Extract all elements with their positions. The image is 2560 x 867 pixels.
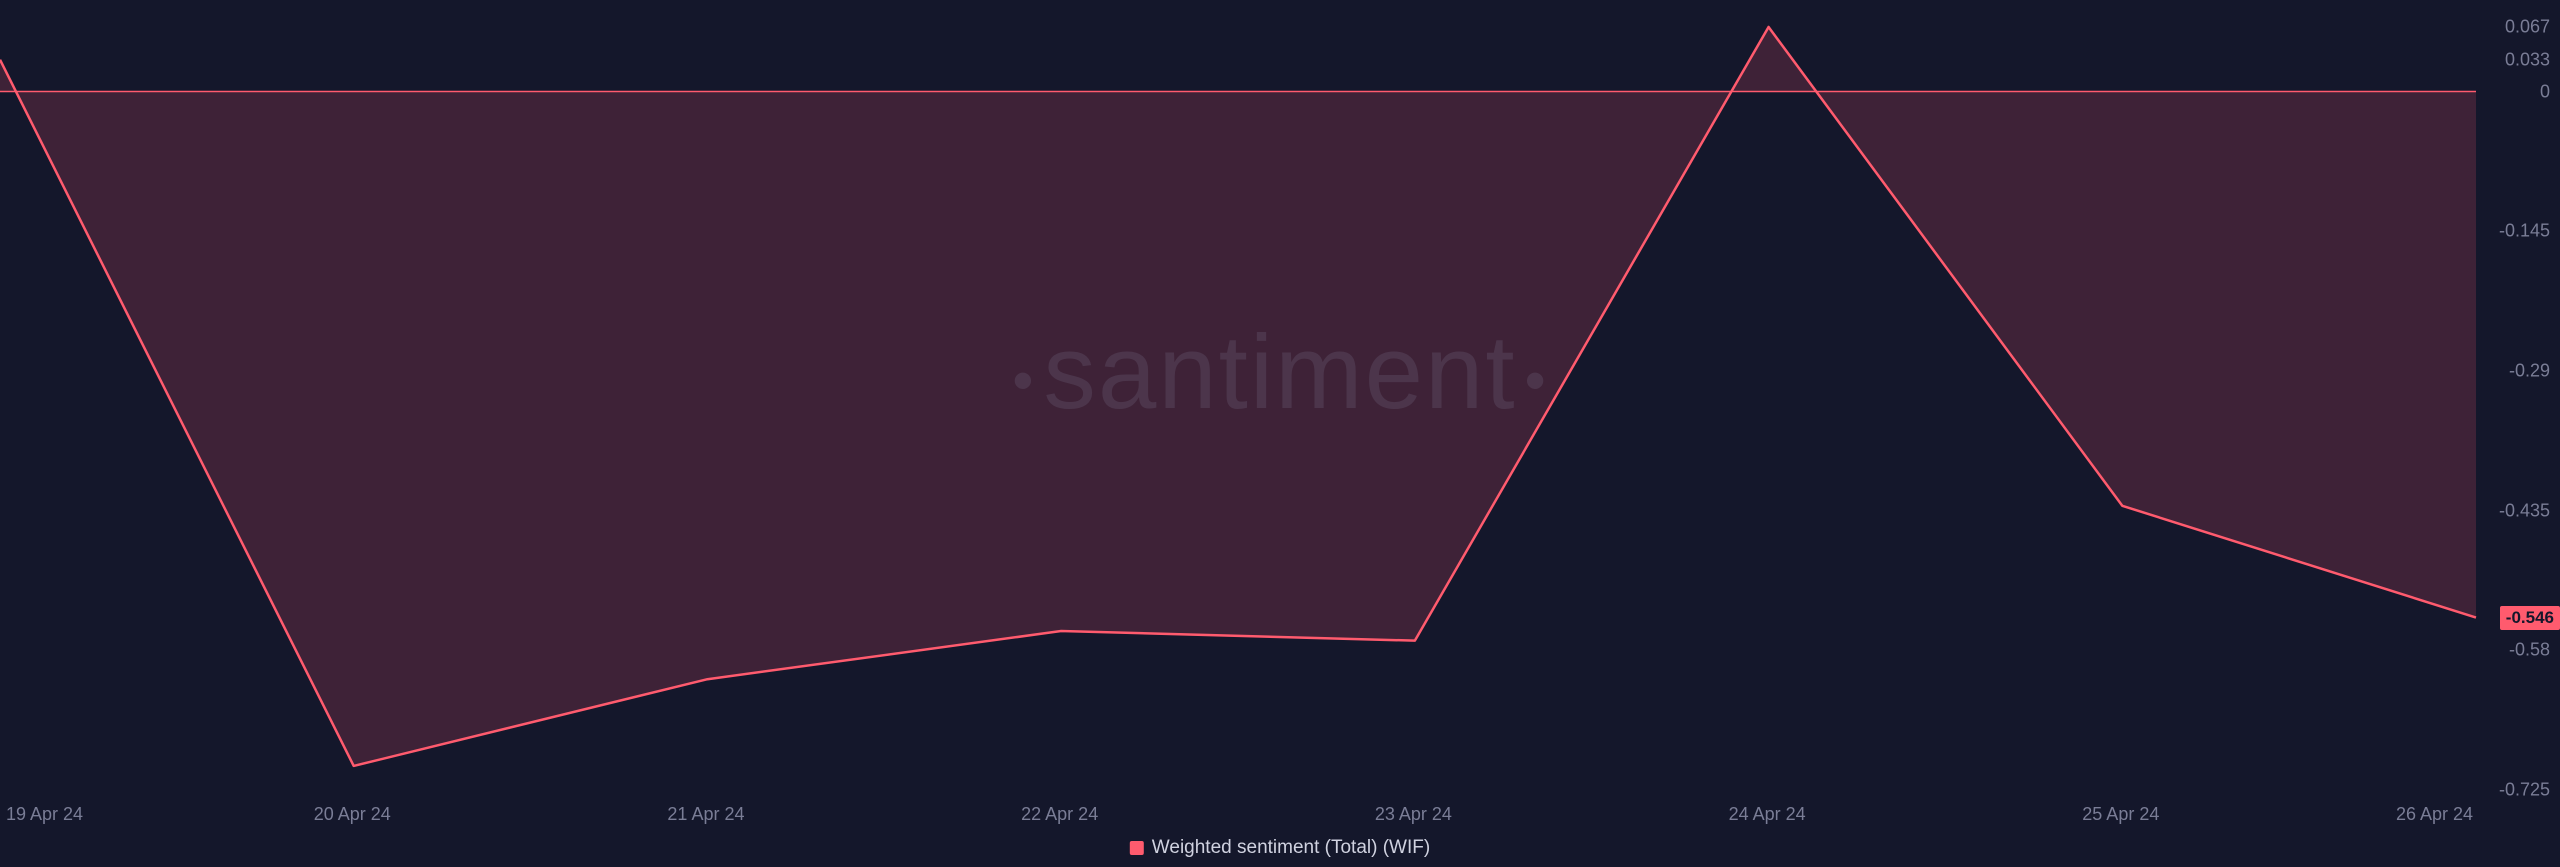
y-tick-label: -0.435 [2499,500,2550,521]
legend-label: Weighted sentiment (Total) (WIF) [1152,837,1430,859]
x-tick-label: 20 Apr 24 [314,804,391,825]
x-tick-label: 22 Apr 24 [1021,804,1098,825]
y-tick-label: 0.033 [2505,49,2550,70]
sentiment-chart[interactable]: •santiment• 19 Apr 2420 Apr 2421 Apr 242… [0,0,2560,867]
x-tick-label: 19 Apr 24 [6,804,83,825]
x-tick-label: 25 Apr 24 [2082,804,2159,825]
x-tick-label: 21 Apr 24 [667,804,744,825]
y-tick-label: 0 [2540,81,2550,102]
y-tick-label: -0.145 [2499,221,2550,242]
chart-svg [0,0,2560,867]
legend-swatch [1130,841,1144,855]
current-value-text: -0.546 [2506,608,2554,627]
chart-area-fill [0,27,2476,766]
y-tick-label: -0.29 [2509,360,2550,381]
y-tick-label: 0.067 [2505,16,2550,37]
x-tick-label: 26 Apr 24 [2396,804,2473,825]
chart-legend: Weighted sentiment (Total) (WIF) [1130,837,1430,859]
y-tick-label: -0.725 [2499,780,2550,801]
current-value-badge: -0.546 [2500,606,2560,630]
x-tick-label: 24 Apr 24 [1729,804,1806,825]
y-tick-label: -0.58 [2509,640,2550,661]
x-tick-label: 23 Apr 24 [1375,804,1452,825]
